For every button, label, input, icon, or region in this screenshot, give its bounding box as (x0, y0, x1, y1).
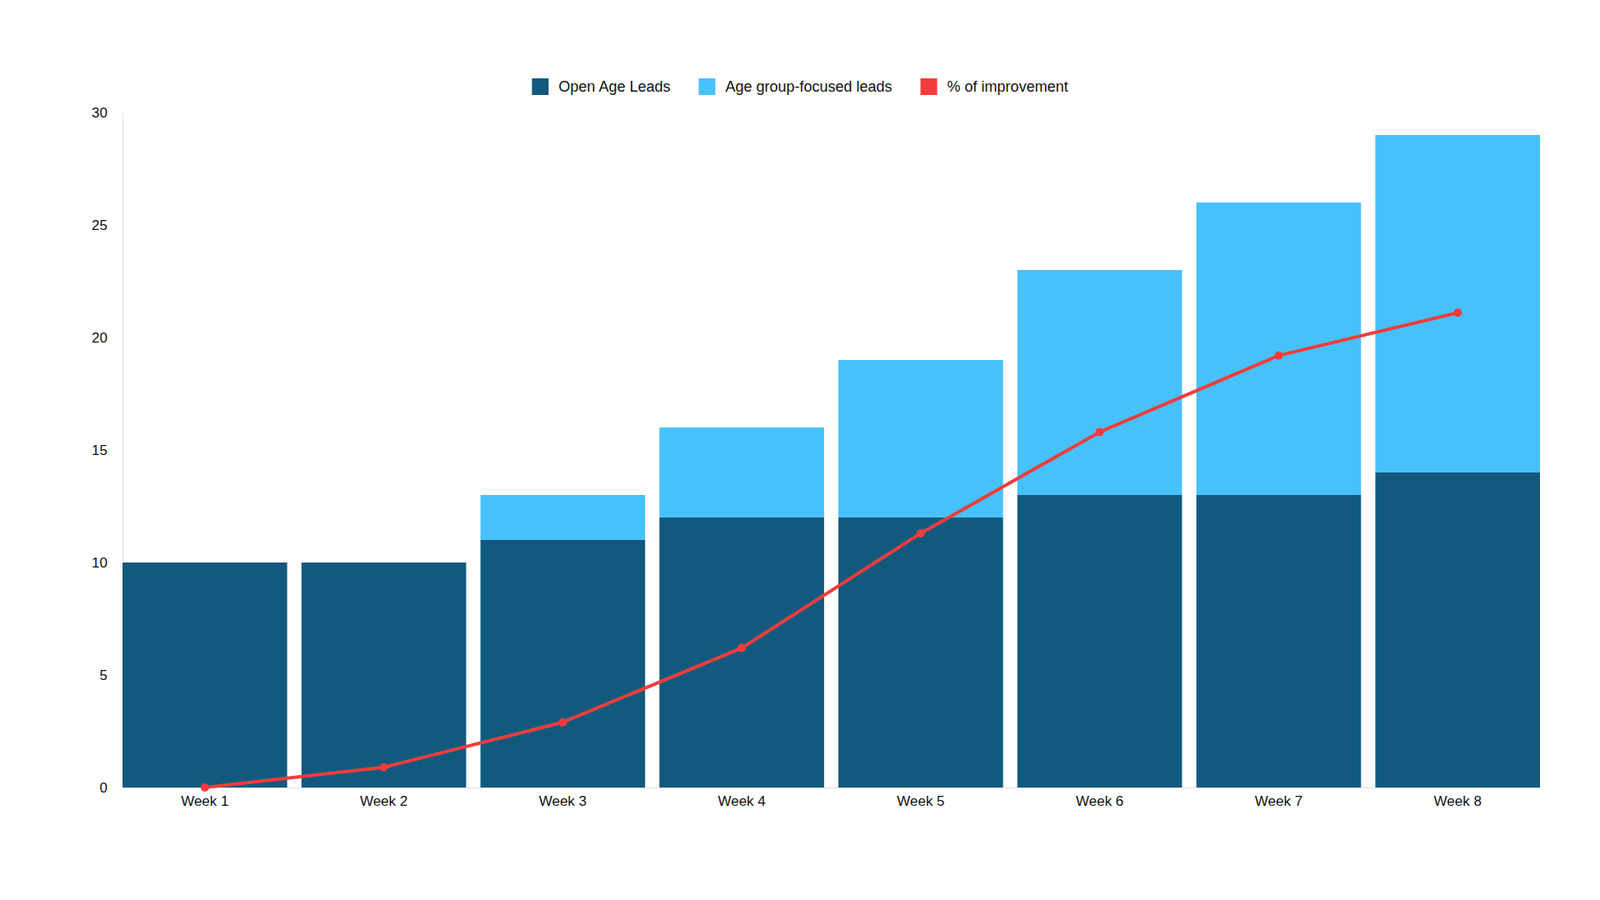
y-tick-label: 0 (100, 780, 108, 796)
x-tick: Week 7 (1255, 787, 1303, 810)
y-tick: 25 (91, 217, 123, 234)
bar (1375, 135, 1540, 473)
bar (659, 517, 825, 788)
line (205, 312, 1458, 788)
x-axis-line (123, 787, 1541, 789)
x-axis: Week 1 Week 2 Week 3 Week 4 Week 5 Week 6 Week… (123, 787, 1541, 810)
y-tick: 15 (91, 442, 123, 459)
x-tick-label: Week 1 (180, 793, 229, 810)
line-marker (916, 529, 925, 538)
x-tick-label: Week 7 (1255, 793, 1303, 810)
x-tick-label: Week 6 (1075, 793, 1124, 810)
legend-label: Open Age Leads (558, 78, 670, 95)
legend-item: % of improvement (920, 78, 1069, 95)
y-axis: 0 5 10 15 20 25 30 (91, 105, 123, 796)
x-tick-label: Week 8 (1434, 793, 1482, 810)
y-tick: 0 (100, 780, 123, 796)
bar (480, 495, 646, 540)
legend-label: Age group-focused leads (725, 78, 892, 95)
line-marker (737, 644, 746, 653)
line-marker (380, 763, 389, 772)
bar (838, 360, 1004, 518)
y-tick: 30 (91, 105, 123, 121)
bar (1375, 472, 1540, 788)
y-tick-label: 25 (91, 217, 108, 234)
line-marker (1453, 308, 1462, 317)
bar-series (122, 472, 1540, 788)
bar (480, 540, 646, 788)
x-tick: Week 5 (896, 787, 945, 810)
x-tick: Week 6 (1075, 787, 1124, 810)
legend-item: Open Age Leads (531, 78, 670, 95)
x-tick-label: Week 4 (717, 793, 765, 810)
legend-label: % of improvement (947, 78, 1069, 95)
legend-swatch (531, 78, 549, 95)
bar (122, 562, 288, 564)
x-tick: Week 8 (1434, 787, 1482, 810)
legend: Open Age Leads Age group-focused leads % o… (531, 78, 1068, 95)
y-tick: 20 (91, 330, 123, 346)
plot: 051015202530Week 1Week 2Week 3Week 4Week… (91, 105, 1540, 810)
y-tick: 5 (100, 667, 123, 684)
bar (301, 562, 467, 564)
y-tick-label: 5 (100, 667, 108, 684)
x-tick-label: Week 5 (896, 793, 945, 810)
x-tick: Week 2 (360, 787, 408, 810)
y-tick: 10 (91, 555, 123, 571)
bar (1196, 202, 1362, 495)
marks (122, 135, 1540, 792)
bar (1017, 495, 1183, 788)
line-marker (1274, 351, 1283, 360)
x-tick: Week 3 (539, 787, 587, 810)
x-tick-label: Week 2 (360, 793, 408, 810)
bar (122, 562, 288, 788)
y-tick-label: 10 (91, 555, 108, 571)
y-tick-label: 30 (91, 105, 108, 121)
line-marker (200, 783, 210, 792)
legend-swatch (698, 78, 715, 95)
line-marker (558, 718, 567, 727)
bar (838, 517, 1004, 788)
y-tick-label: 15 (91, 442, 108, 459)
legend-item: Age group-focused leads (698, 78, 892, 95)
bar (1196, 495, 1362, 788)
bar-series (480, 135, 1540, 540)
bar (659, 427, 825, 518)
line-marker (1095, 427, 1105, 436)
x-tick-label: Week 3 (539, 793, 587, 810)
legend-swatch (920, 78, 938, 95)
bar (1017, 270, 1183, 495)
y-tick-label: 20 (91, 330, 108, 346)
chart: 051015202530Week 1Week 2Week 3Week 4Week… (0, 0, 1600, 900)
x-tick: Week 4 (717, 787, 765, 810)
